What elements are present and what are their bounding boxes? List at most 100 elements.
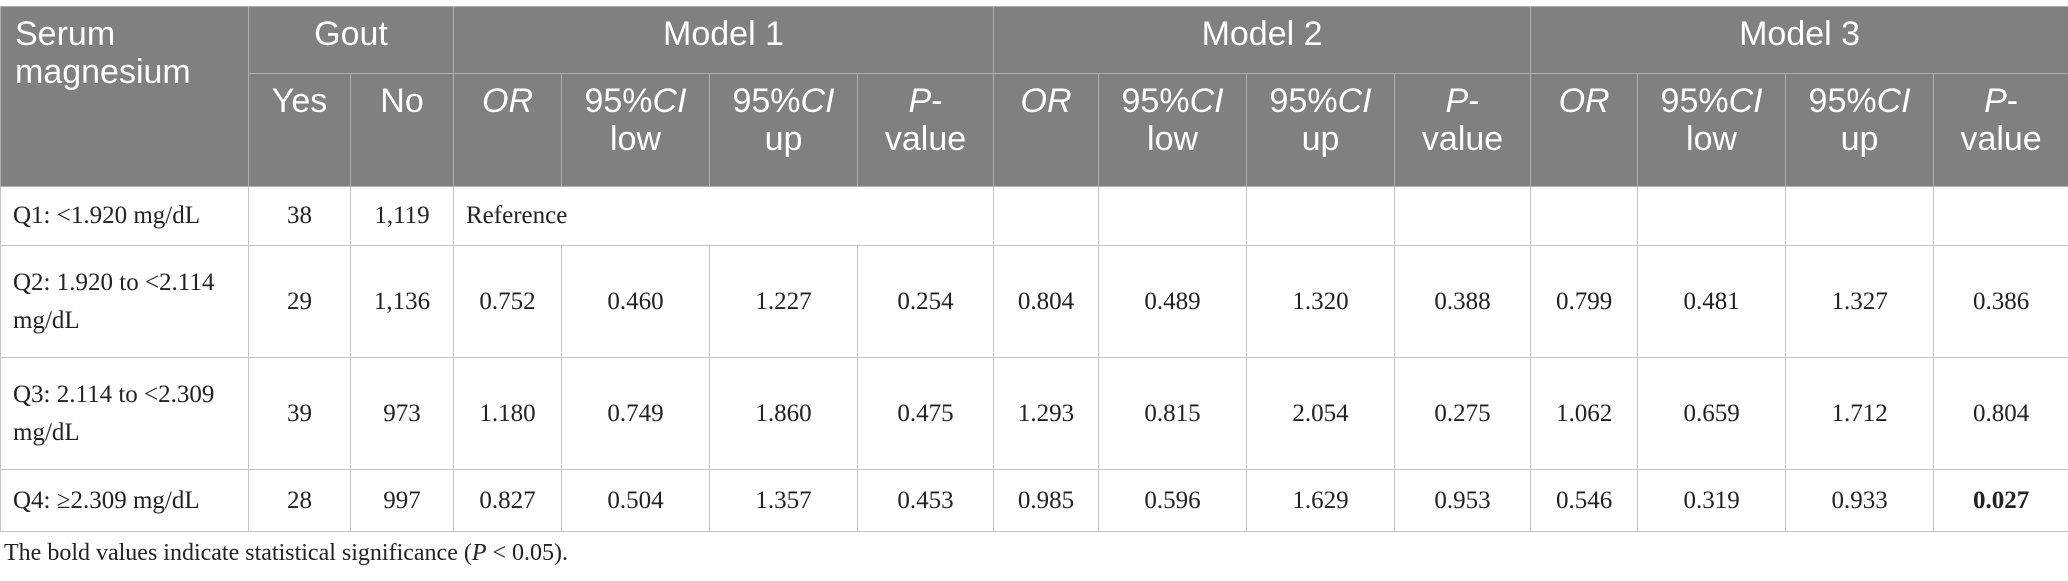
table-cell: 1.320 [1246, 245, 1396, 358]
header-row: Yes No OR 95%CI low 95%CI up P-value OR 95%CI low 9… [1, 73, 2068, 187]
table-cell: 0.453 [856, 469, 995, 532]
text-segment: P [471, 540, 487, 566]
header-cell: OR [453, 73, 562, 187]
text-segment: OR [1020, 82, 1072, 120]
text-segment: up [1301, 120, 1340, 158]
header-cell: Model 2 [993, 6, 1532, 74]
text-segment: low [1686, 120, 1738, 158]
table-cell: 0.475 [856, 357, 995, 470]
table-cell: 997 [350, 469, 454, 532]
text-segment: low [609, 120, 662, 158]
text-segment: 95% [584, 82, 653, 120]
table-cell: 1,119 [350, 186, 454, 246]
table-cell: 29 [248, 245, 351, 358]
text-segment: CI [1337, 82, 1372, 120]
text-segment: OR [482, 82, 533, 120]
header-cell: 95%CI low [1098, 73, 1248, 187]
text-segment: 95% [732, 82, 801, 120]
empty-cell [1098, 186, 1248, 246]
table-cell: 1.357 [709, 469, 858, 532]
text-segment: up [764, 120, 803, 158]
table-cell: 0.254 [856, 245, 995, 358]
table-cell: 0.804 [993, 245, 1100, 358]
text-segment: P [908, 82, 932, 120]
table-cell: 0.388 [1394, 245, 1532, 358]
empty-cell [1785, 186, 1935, 246]
table-cell: 0.827 [453, 469, 562, 532]
row-label: Q3: 2.114 to <2.309 mg/dL [0, 357, 249, 470]
table-cell: 0.659 [1637, 357, 1787, 470]
table-row: Q3: 2.114 to <2.309 mg/dL 39 973 1.180 0.749… [0, 357, 2068, 470]
text-segment: < 0.05). [486, 540, 569, 566]
empty-cell [1530, 186, 1639, 246]
text-segment: No [380, 82, 424, 120]
table-cell: 0.546 [1530, 469, 1639, 532]
text-segment: value [1421, 120, 1504, 158]
text-segment: value [884, 120, 967, 158]
table-cell: 0.933 [1785, 469, 1935, 532]
header-cell: 95%CI low [1637, 73, 1787, 187]
table-cell: 0.460 [561, 245, 710, 358]
table-header: Serum magnesium Gout Model 1 Model 2 Model 3… [0, 6, 2068, 187]
table-cell: 1.227 [709, 245, 858, 358]
text-segment: OR [1558, 82, 1610, 120]
table-cell: 0.275 [1394, 357, 1532, 470]
header-cell: P-value [1394, 73, 1532, 187]
table-cell: 0.752 [453, 245, 562, 358]
header-cell: OR [1530, 73, 1639, 187]
text-segment: up [1840, 120, 1879, 158]
text-segment: P [1445, 82, 1469, 120]
text-segment: CI [1876, 82, 1911, 120]
table-cell: 28 [248, 469, 351, 532]
header-cell: Serum magnesium [0, 6, 249, 187]
table-cell: 1.293 [993, 357, 1100, 470]
footnote: The bold values indicate statistical sig… [4, 540, 568, 567]
header-cell: 95%CI up [1246, 73, 1396, 187]
text-segment: 95% [1269, 82, 1338, 120]
text-segment: CI [652, 82, 687, 120]
header-cell: 95%CI up [1785, 73, 1935, 187]
empty-cell [1246, 186, 1396, 246]
table-cell: 39 [248, 357, 351, 470]
table-cell: 0.953 [1394, 469, 1532, 532]
table-cell: 1,136 [350, 245, 454, 358]
table-cell: 0.504 [561, 469, 710, 532]
table-row: Q2: 1.920 to <2.114 mg/dL 29 1,136 0.752 0.4… [0, 245, 2068, 358]
row-label: Q4: ≥2.309 mg/dL [0, 469, 249, 532]
table-cell: 0.596 [1098, 469, 1248, 532]
table-cell: 1.629 [1246, 469, 1396, 532]
table-cell: 0.489 [1098, 245, 1248, 358]
table-cell: Reference [452, 186, 995, 246]
header-cell: Model 3 [1530, 6, 2068, 74]
results-table: Serum magnesium Gout Model 1 Model 2 Model 3… [0, 6, 2068, 532]
header-cell: P-value [856, 73, 995, 187]
text-segment: low [1147, 120, 1199, 158]
table-cell: 0.985 [993, 469, 1100, 532]
table-cell: 0.815 [1098, 357, 1248, 470]
text-segment: CI [800, 82, 835, 120]
empty-cell [1637, 186, 1787, 246]
empty-cell [993, 186, 1100, 246]
table-row: Q1: <1.920 mg/dL 38 1,119 Reference [0, 186, 2068, 246]
text-segment: P [1984, 82, 2007, 120]
text-segment: Yes [271, 82, 328, 120]
text-segment: 95% [1660, 82, 1729, 120]
table-cell: 0.386 [1933, 245, 2068, 358]
header-cell: Yes [248, 73, 351, 187]
table-row: Q4: ≥2.309 mg/dL 28 997 0.827 0.504 1.357 0.45… [0, 469, 2068, 532]
text-segment: - [1468, 82, 1480, 120]
text-segment: - [931, 82, 943, 120]
header-cell: 95%CI up [709, 73, 858, 187]
text-segment: The bold values indicate statistical sig… [4, 540, 472, 566]
text-segment: 95% [1121, 82, 1190, 120]
header-row: Serum magnesium Gout Model 1 Model 2 Model 3 [0, 6, 2068, 187]
table-cell: 0.799 [1530, 245, 1639, 358]
table-cell: 0.481 [1637, 245, 1787, 358]
header-cell: OR [993, 73, 1100, 187]
table-cell: 0.027 [1933, 469, 2068, 532]
row-label: Q1: <1.920 mg/dL [0, 186, 249, 246]
table-cell: 1.860 [709, 357, 858, 470]
empty-cell [1933, 186, 2068, 246]
text-segment: 95% [1808, 82, 1877, 120]
